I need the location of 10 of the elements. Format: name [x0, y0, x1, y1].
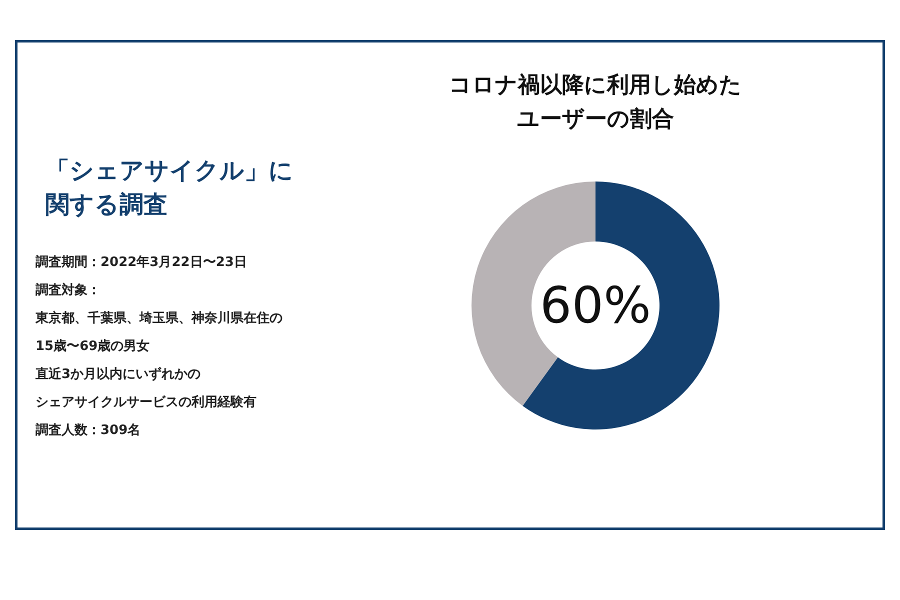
- text: 調査人数：309名: [36, 422, 141, 438]
- text: 「シェアサイクル」に関する調査: [46, 156, 294, 218]
- text: 東京都、千葉県、埼玉県、神奈川県在住の: [34, 310, 282, 326]
- data-label: 60%: [540, 276, 652, 334]
- text: 直近3か月以内にいずれかの: [34, 366, 201, 382]
- text: 調査期間：2022年3月22日〜23日: [36, 254, 247, 270]
- text: 15歳〜69歳の男女: [36, 339, 150, 354]
- text: 調査対象：: [36, 282, 100, 298]
- text: シェアサイクルサービスの利用経験有: [36, 394, 256, 410]
- chart-title: コロナ禍以降に利用し始めたユーザーの割合: [449, 73, 742, 132]
